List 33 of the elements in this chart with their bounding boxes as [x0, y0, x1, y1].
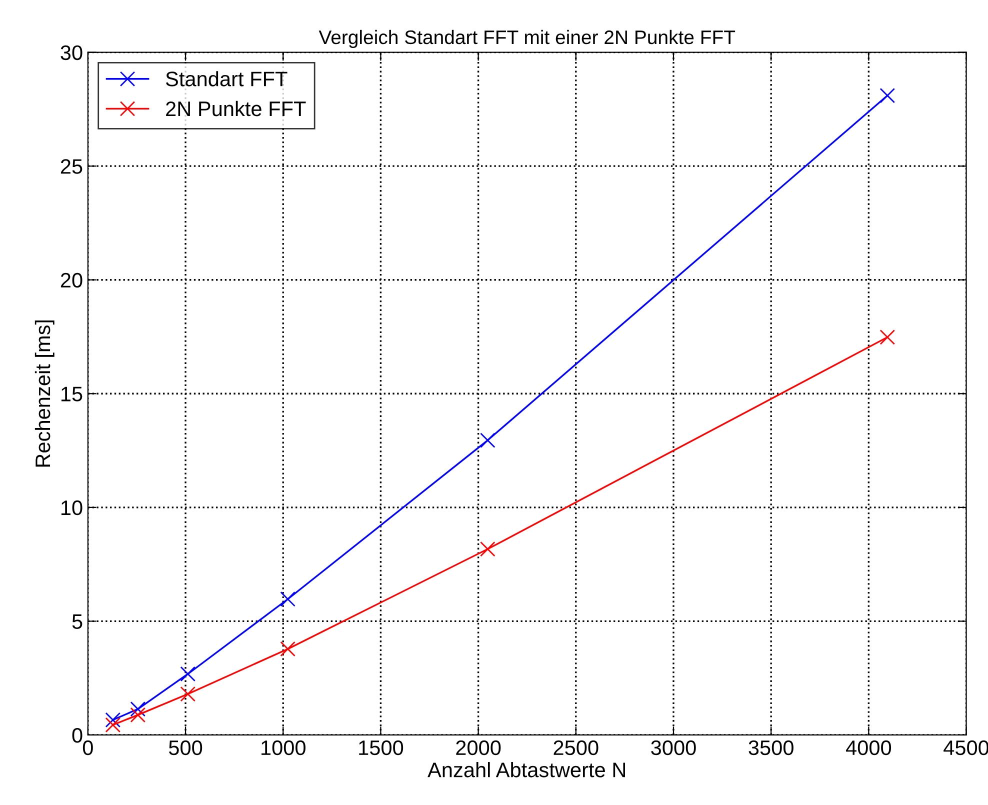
y-tick-label: 0: [72, 728, 82, 743]
point: [130, 707, 146, 723]
x-tick-label: 3000: [651, 740, 696, 756]
point: [280, 591, 296, 607]
x-tick-label: 500: [168, 740, 202, 756]
y-tick-label: 15: [61, 386, 82, 402]
point: [180, 666, 196, 682]
y-tick-label: 5: [72, 614, 82, 629]
legend-label: Standart FFT: [166, 71, 288, 86]
chart-title: Vergleich Standart FFT mit einer 2N Punkte FFT: [318, 30, 736, 48]
x-tick-label: 2000: [456, 740, 501, 756]
point: [480, 541, 496, 557]
point: [280, 641, 296, 657]
y-tick-label: 10: [61, 500, 82, 516]
x-tick-label: 0: [82, 740, 93, 756]
x-tick-label: 4000: [846, 740, 892, 756]
point: [880, 88, 896, 104]
point: [480, 432, 496, 448]
point: [130, 701, 146, 717]
y-tick-label: 20: [60, 272, 82, 288]
legend-label: 2N Punkte FFT: [166, 100, 306, 116]
point: [105, 712, 121, 728]
y-tick-label: 25: [60, 159, 82, 174]
point: [880, 330, 896, 345]
x-tick-label: 1000: [262, 740, 306, 756]
point: [180, 686, 196, 702]
y-tick-label: 30: [60, 45, 82, 60]
y-axis-title: Rechenzeit [ms]: [34, 320, 54, 467]
x-tick-label: 2500: [554, 740, 598, 756]
point: [105, 717, 121, 733]
x-tick-label: 1500: [359, 740, 404, 756]
x-tick-label: 3500: [748, 740, 794, 756]
x-axis-title: Anzahl Abtastwerte N: [428, 762, 625, 778]
